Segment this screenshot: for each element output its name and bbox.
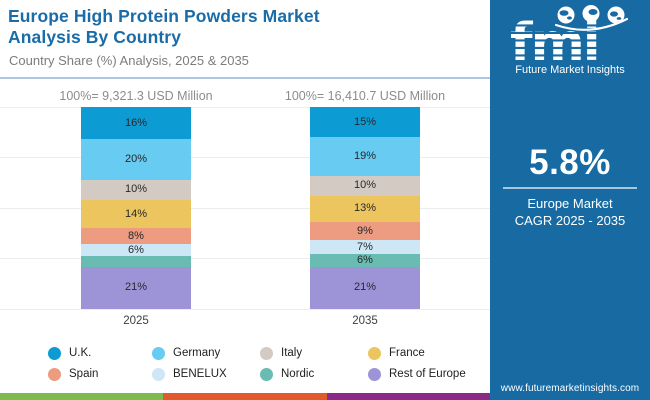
bar-segment-u-k: 16% [81,107,191,140]
legend-item-rest-of-europe: Rest of Europe [368,367,518,381]
bar-segment-rest-of-europe: 21% [81,266,191,309]
legend-label: U.K. [69,347,92,359]
legend-swatch-icon [368,367,381,381]
segment-value-label: 15% [353,115,377,128]
legend-swatch-icon [48,367,61,381]
legend-swatch-icon [260,367,273,381]
bar-segment-italy: 10% [81,179,191,200]
footer-color-bar [0,393,490,400]
segment-value-label: 16% [124,116,148,129]
footer-bar-segment [163,393,327,400]
page-subtitle: Country Share (%) Analysis, 2025 & 2035 [9,53,249,68]
legend-swatch-icon [48,346,61,360]
legend-swatch-icon [152,367,165,381]
legend: U.K. Germany Italy France Spain BENELUX Nordic… [48,346,518,381]
stacked-bar-2025: 16% 20% 10% 14% 8% 6% 21% [81,107,191,309]
legend-item-france: France [368,346,518,360]
page-title: Europe High Protein Powders Market Analy… [8,6,320,47]
segment-value-label: 6% [357,253,373,266]
legend-label: BENELUX [173,368,227,380]
segment-value-label: 19% [353,149,377,162]
logo-swoosh-icon [554,17,629,31]
legend-swatch-icon [152,346,165,360]
globe-icons [557,5,625,24]
legend-label: Nordic [281,368,315,380]
axis-label-2035: 2035 [352,315,378,327]
legend-item-benelux: BENELUX [152,367,260,381]
footer-bar-segment [326,393,490,400]
bar-segment-benelux: 6% [81,243,191,257]
gridline [0,258,490,259]
segment-value-label: 7% [357,240,373,253]
bar-segment-france: 14% [81,199,191,229]
bar-segment-rest-of-europe: 21% [310,266,420,309]
website-url: www.futuremarketinsights.com [500,383,640,394]
legend-item-nordic: Nordic [260,367,368,381]
bar-segment-nordic [81,256,191,267]
header-divider [0,77,490,79]
footer-bar-segment [0,393,164,400]
segment-value-label: 14% [124,207,148,220]
segment-value-label: 9% [357,224,373,237]
legend-item-italy: Italy [260,346,368,360]
brand-panel: fmi Future Market Insights 5.8% Europe M… [490,0,650,400]
axis-label-2025: 2025 [123,315,149,327]
gridline [0,107,490,108]
legend-label: France [389,347,425,359]
cagr-value: 5.8% [529,143,611,182]
legend-item-spain: Spain [48,367,152,381]
bar-segment-nordic: 6% [310,253,420,267]
bar-segment-benelux: 7% [310,240,420,255]
gridline [0,309,490,310]
gridline [0,157,490,158]
bar-segment-spain: 8% [81,228,191,245]
bar-segment-france: 13% [310,195,420,223]
chart-section: Europe High Protein Powders Market Analy… [0,6,490,400]
legend-item-u-k: U.K. [48,346,152,360]
stacked-bar-2035: 15% 19% 10% 13% 9% 7% 6% 21% [310,107,420,309]
panel-divider [503,187,637,189]
legend-label: Germany [173,347,221,359]
logo-tagline: Future Market Insights [515,64,625,76]
cagr-label-region: Europe Market [527,196,613,211]
legend-label: Italy [281,347,303,359]
legend-label: Rest of Europe [389,368,466,380]
legend-swatch-icon [368,346,381,360]
bar-segment-spain: 9% [310,222,420,241]
legend-item-germany: Germany [152,346,260,360]
segment-value-label: 20% [124,153,148,165]
segment-value-label: 21% [124,281,148,294]
segment-value-label: 6% [128,243,144,256]
bar-segment-germany: 20% [81,139,191,180]
bar-segment-u-k: 15% [310,107,420,138]
legend-label: Spain [69,368,99,380]
fmi-logo-wordmark: fmi [510,13,599,73]
bar-segment-italy: 10% [310,175,420,196]
total-label-2035: 100%= 16,410.7 USD Million [284,89,446,103]
cagr-label-period: CAGR 2025 - 2035 [514,213,626,228]
segment-value-label: 8% [128,229,144,242]
segment-value-label: 10% [353,179,377,192]
total-label-2025: 100%= 9,321.3 USD Million [59,89,213,103]
segment-value-label: 13% [353,202,377,215]
bar-segment-germany: 19% [310,137,420,176]
fmi-logo: fmi Future Market Insights [510,5,629,76]
segment-value-label: 21% [353,281,377,294]
gridline [0,208,490,209]
legend-swatch-icon [260,346,273,360]
segment-value-label: 10% [124,183,148,196]
